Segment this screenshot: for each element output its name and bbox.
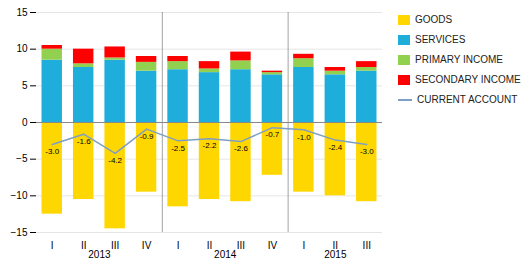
svg-text:II: II — [332, 239, 339, 251]
svg-text:-3.0: -3.0 — [45, 147, 59, 156]
svg-text:2015: 2015 — [324, 249, 347, 260]
svg-text:−10: −10 — [11, 190, 28, 201]
svg-text:2013: 2013 — [88, 249, 111, 260]
svg-text:II: II — [81, 240, 87, 251]
html-text:PRIMARY INCOME: PRIMARY INCOME — [415, 54, 503, 65]
svg-text:-2.2: -2.2 — [203, 141, 217, 150]
svg-text:IV: IV — [268, 240, 278, 251]
svg-text:-1.0: -1.0 — [297, 133, 311, 142]
svg-text:-0.9: -0.9 — [140, 132, 154, 141]
svg-text:−15: −15 — [11, 227, 28, 238]
svg-text:I: I — [177, 240, 180, 251]
svg-text:III: III — [363, 240, 371, 251]
svg-text:5: 5 — [22, 80, 28, 91]
svg-text:I: I — [51, 240, 54, 251]
html-text:GOODS: GOODS — [415, 14, 453, 25]
html-text:SERVICES: SERVICES — [415, 34, 466, 45]
svg-text:-4.2: -4.2 — [108, 156, 122, 165]
svg-text:-2.5: -2.5 — [171, 144, 185, 153]
svg-text:-1.6: -1.6 — [77, 137, 91, 146]
svg-text:-0.7: -0.7 — [266, 130, 280, 139]
svg-text:2014: 2014 — [214, 249, 237, 260]
svg-text:0: 0 — [22, 117, 28, 128]
svg-text:-2.6: -2.6 — [234, 144, 248, 153]
svg-text:−5: −5 — [16, 153, 28, 164]
html-text:SECONDARY INCOME: SECONDARY INCOME — [415, 74, 521, 85]
svg-text:III: III — [237, 240, 245, 251]
svg-text:I: I — [302, 240, 305, 251]
svg-text:III: III — [111, 240, 119, 251]
svg-text:15: 15 — [16, 7, 28, 18]
svg-text:-2.4: -2.4 — [328, 143, 342, 152]
svg-text:IV: IV — [142, 240, 152, 251]
svg-text:-3.0: -3.0 — [360, 147, 374, 156]
html-text:CURRENT ACCOUNT: CURRENT ACCOUNT — [417, 94, 518, 105]
svg-text:II: II — [207, 240, 213, 251]
svg-text:10: 10 — [16, 43, 28, 54]
